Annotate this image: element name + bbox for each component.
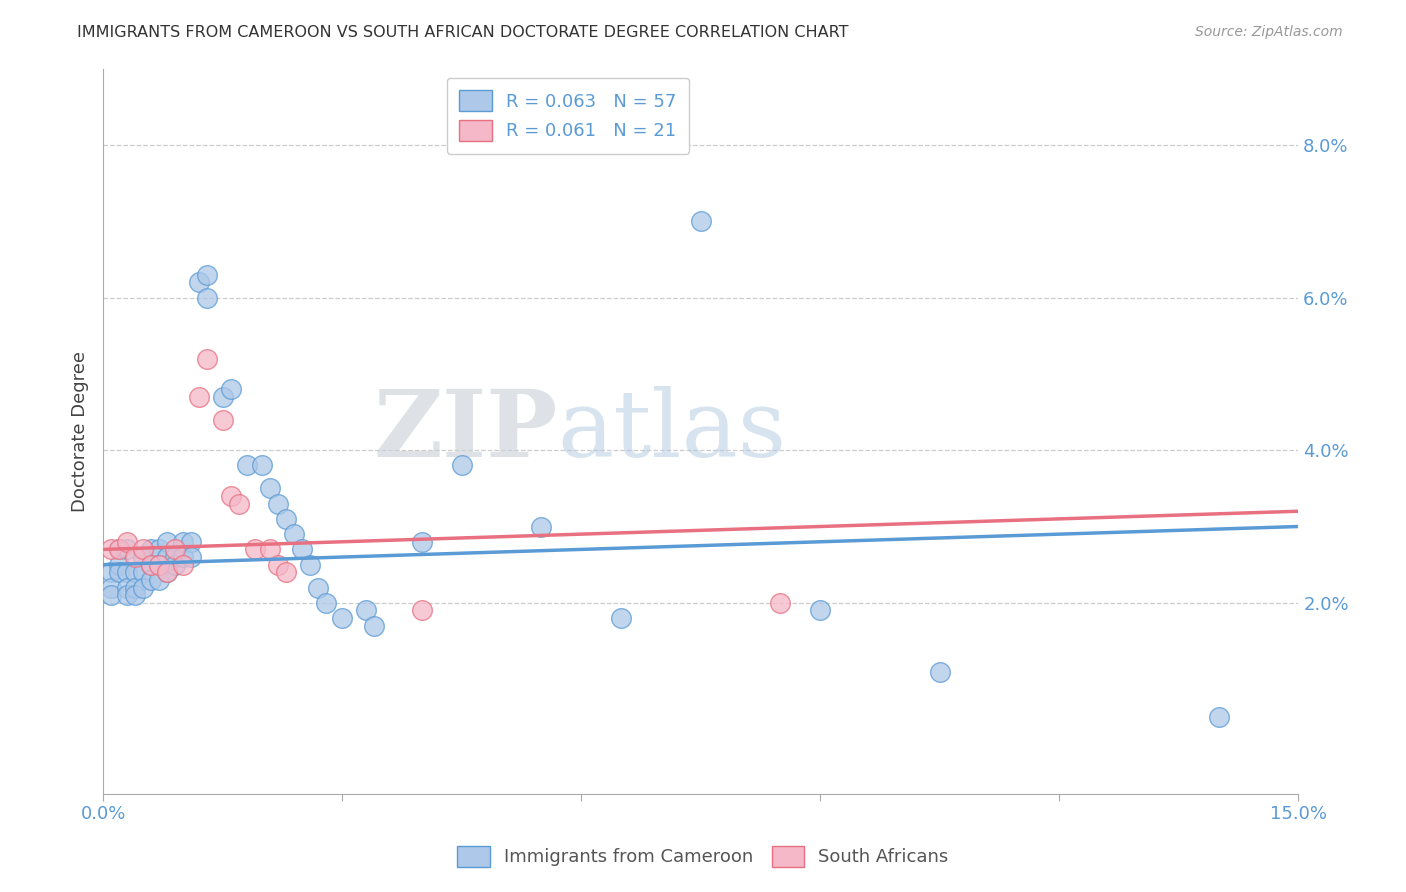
Point [115, 581, 138, 595]
Point [243, 542, 266, 557]
Point [163, 549, 186, 564]
Point [139, 542, 162, 557]
Point [108, 542, 131, 557]
Point [124, 581, 146, 595]
Point [195, 351, 218, 366]
Point [108, 542, 131, 557]
Point [235, 458, 257, 473]
Point [180, 549, 202, 564]
Point [172, 558, 194, 572]
Point [148, 542, 170, 557]
Point [115, 542, 138, 557]
Point [291, 542, 314, 557]
Point [100, 542, 122, 557]
Point [267, 558, 290, 572]
Point [330, 611, 353, 625]
Text: Source: ZipAtlas.com: Source: ZipAtlas.com [1195, 25, 1343, 39]
Point [156, 566, 179, 580]
Point [259, 542, 281, 557]
Point [139, 558, 162, 572]
Point [1208, 710, 1230, 724]
Point [276, 566, 298, 580]
Point [180, 534, 202, 549]
Point [307, 581, 329, 595]
Point [148, 558, 170, 572]
Point [689, 214, 711, 228]
Point [139, 573, 162, 587]
Point [172, 534, 194, 549]
Point [163, 542, 186, 557]
Point [100, 588, 122, 602]
Point [195, 291, 218, 305]
Point [411, 603, 433, 617]
Point [211, 412, 233, 426]
Point [530, 519, 553, 533]
Text: ZIP: ZIP [373, 386, 557, 476]
Point [315, 596, 337, 610]
Point [124, 549, 146, 564]
Text: IMMIGRANTS FROM CAMEROON VS SOUTH AFRICAN DOCTORATE DEGREE CORRELATION CHART: IMMIGRANTS FROM CAMEROON VS SOUTH AFRICA… [77, 25, 849, 40]
Point [108, 566, 131, 580]
Point [195, 268, 218, 282]
Point [100, 581, 122, 595]
Point [156, 566, 179, 580]
Point [115, 588, 138, 602]
Point [450, 458, 472, 473]
Point [363, 619, 385, 633]
Point [276, 512, 298, 526]
Point [187, 390, 209, 404]
Text: atlas: atlas [557, 386, 786, 476]
Point [139, 558, 162, 572]
Point [187, 275, 209, 289]
Point [259, 481, 281, 495]
Legend: R = 0.063   N = 57, R = 0.061   N = 21: R = 0.063 N = 57, R = 0.061 N = 21 [447, 78, 689, 153]
Legend: Immigrants from Cameroon, South Africans: Immigrants from Cameroon, South Africans [450, 838, 956, 874]
Point [228, 497, 250, 511]
Point [115, 534, 138, 549]
Point [172, 549, 194, 564]
Point [283, 527, 305, 541]
Point [156, 534, 179, 549]
Point [148, 573, 170, 587]
Point [354, 603, 377, 617]
Point [156, 549, 179, 564]
Point [148, 558, 170, 572]
Point [610, 611, 633, 625]
Point [124, 566, 146, 580]
Point [252, 458, 274, 473]
Point [115, 566, 138, 580]
Point [100, 566, 122, 580]
Point [108, 558, 131, 572]
Point [132, 542, 155, 557]
Point [132, 581, 155, 595]
Point [299, 558, 322, 572]
Point [132, 549, 155, 564]
Point [928, 665, 950, 679]
Point [219, 489, 242, 503]
Point [124, 588, 146, 602]
Point [411, 534, 433, 549]
Point [163, 558, 186, 572]
Y-axis label: Doctorate Degree: Doctorate Degree [72, 351, 89, 512]
Point [267, 497, 290, 511]
Point [211, 390, 233, 404]
Point [808, 603, 831, 617]
Point [132, 566, 155, 580]
Point [769, 596, 792, 610]
Point [219, 382, 242, 396]
